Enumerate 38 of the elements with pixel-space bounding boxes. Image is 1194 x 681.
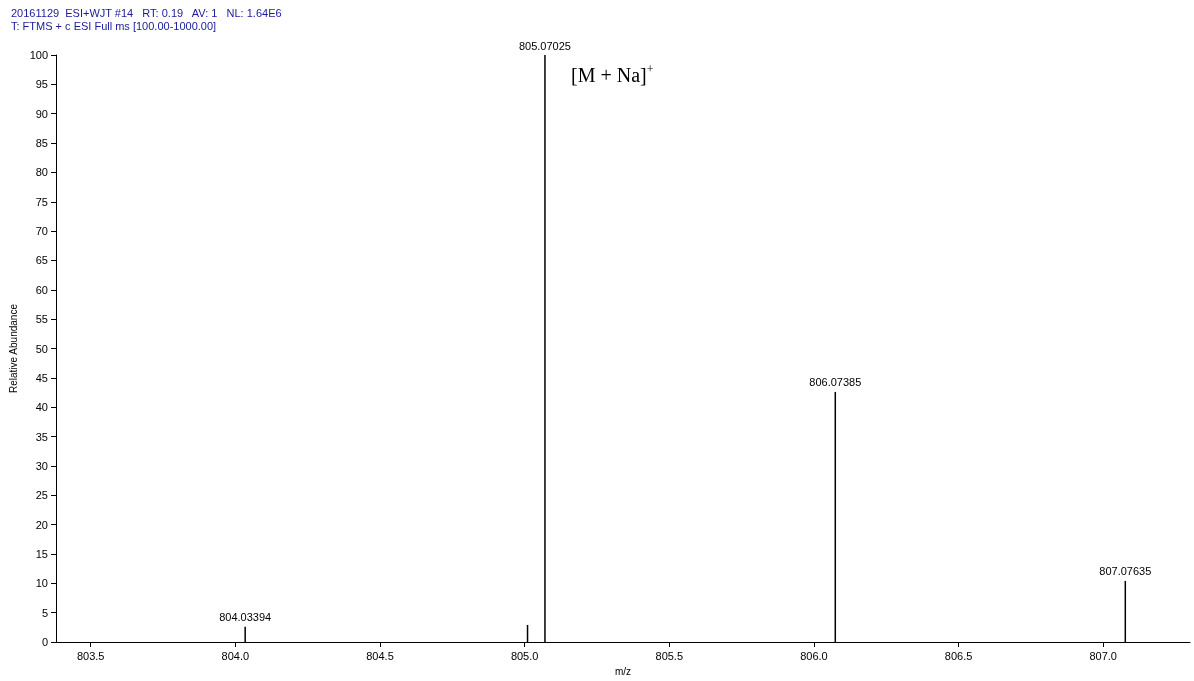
chart-title: 20161129 ESI+WJT #14 RT: 0.19 AV: 1 NL: 1.64E6 [11,6,282,19]
y-tick-label: 85 [35,137,48,150]
x-axis-title: m/z [614,665,632,677]
annotation: 805.07025 [518,39,571,52]
y-tick-label: 15 [35,547,48,560]
y-tick-label: 70 [35,225,48,238]
y-tick-label: 40 [35,401,48,414]
x-tick-label: 806.0 [800,649,828,662]
x-tick-label: 804.5 [366,649,394,662]
x-tick-label: 805.0 [510,649,539,662]
y-tick-label: 35 [35,430,48,443]
y-tick-label: 50 [35,342,48,355]
y-tick-label: 10 [35,577,48,590]
y-tick-label: 0 [41,636,48,648]
y-tick-label: 55 [35,313,48,326]
y-tick-label: 80 [35,166,48,179]
x-tick-label: 804.0 [221,649,250,662]
y-tick-label: 95 [35,78,48,91]
y-tick-label: 75 [35,195,48,208]
y-tick-label: 65 [35,254,48,267]
y-tick-label: 90 [35,107,48,120]
y-tick-label: 60 [35,283,48,296]
y-tick-label: 5 [41,606,48,619]
x-tick-label: 803.5 [76,649,105,662]
annotation: 807.07635 [1099,565,1152,578]
x-tick-label: 807.0 [1089,649,1117,662]
y-tick-label: 20 [35,518,48,531]
x-tick-label: 805.5 [655,649,684,662]
y-tick-label: 45 [35,371,48,384]
annotation: 806.07385 [809,376,862,389]
y-tick-label: 25 [35,489,48,502]
y-tick-label: 100 [29,49,48,61]
annotation: [M + Na]+ [570,62,654,86]
y-tick-label: 30 [35,459,48,472]
chart-subtitle: T: FTMS + c ESI Full ms [100.00-1000.00] [11,19,217,32]
y-axis-title: Relative Abundance [8,303,20,393]
x-tick-label: 806.5 [944,649,973,662]
annotation: 804.03394 [219,611,272,624]
